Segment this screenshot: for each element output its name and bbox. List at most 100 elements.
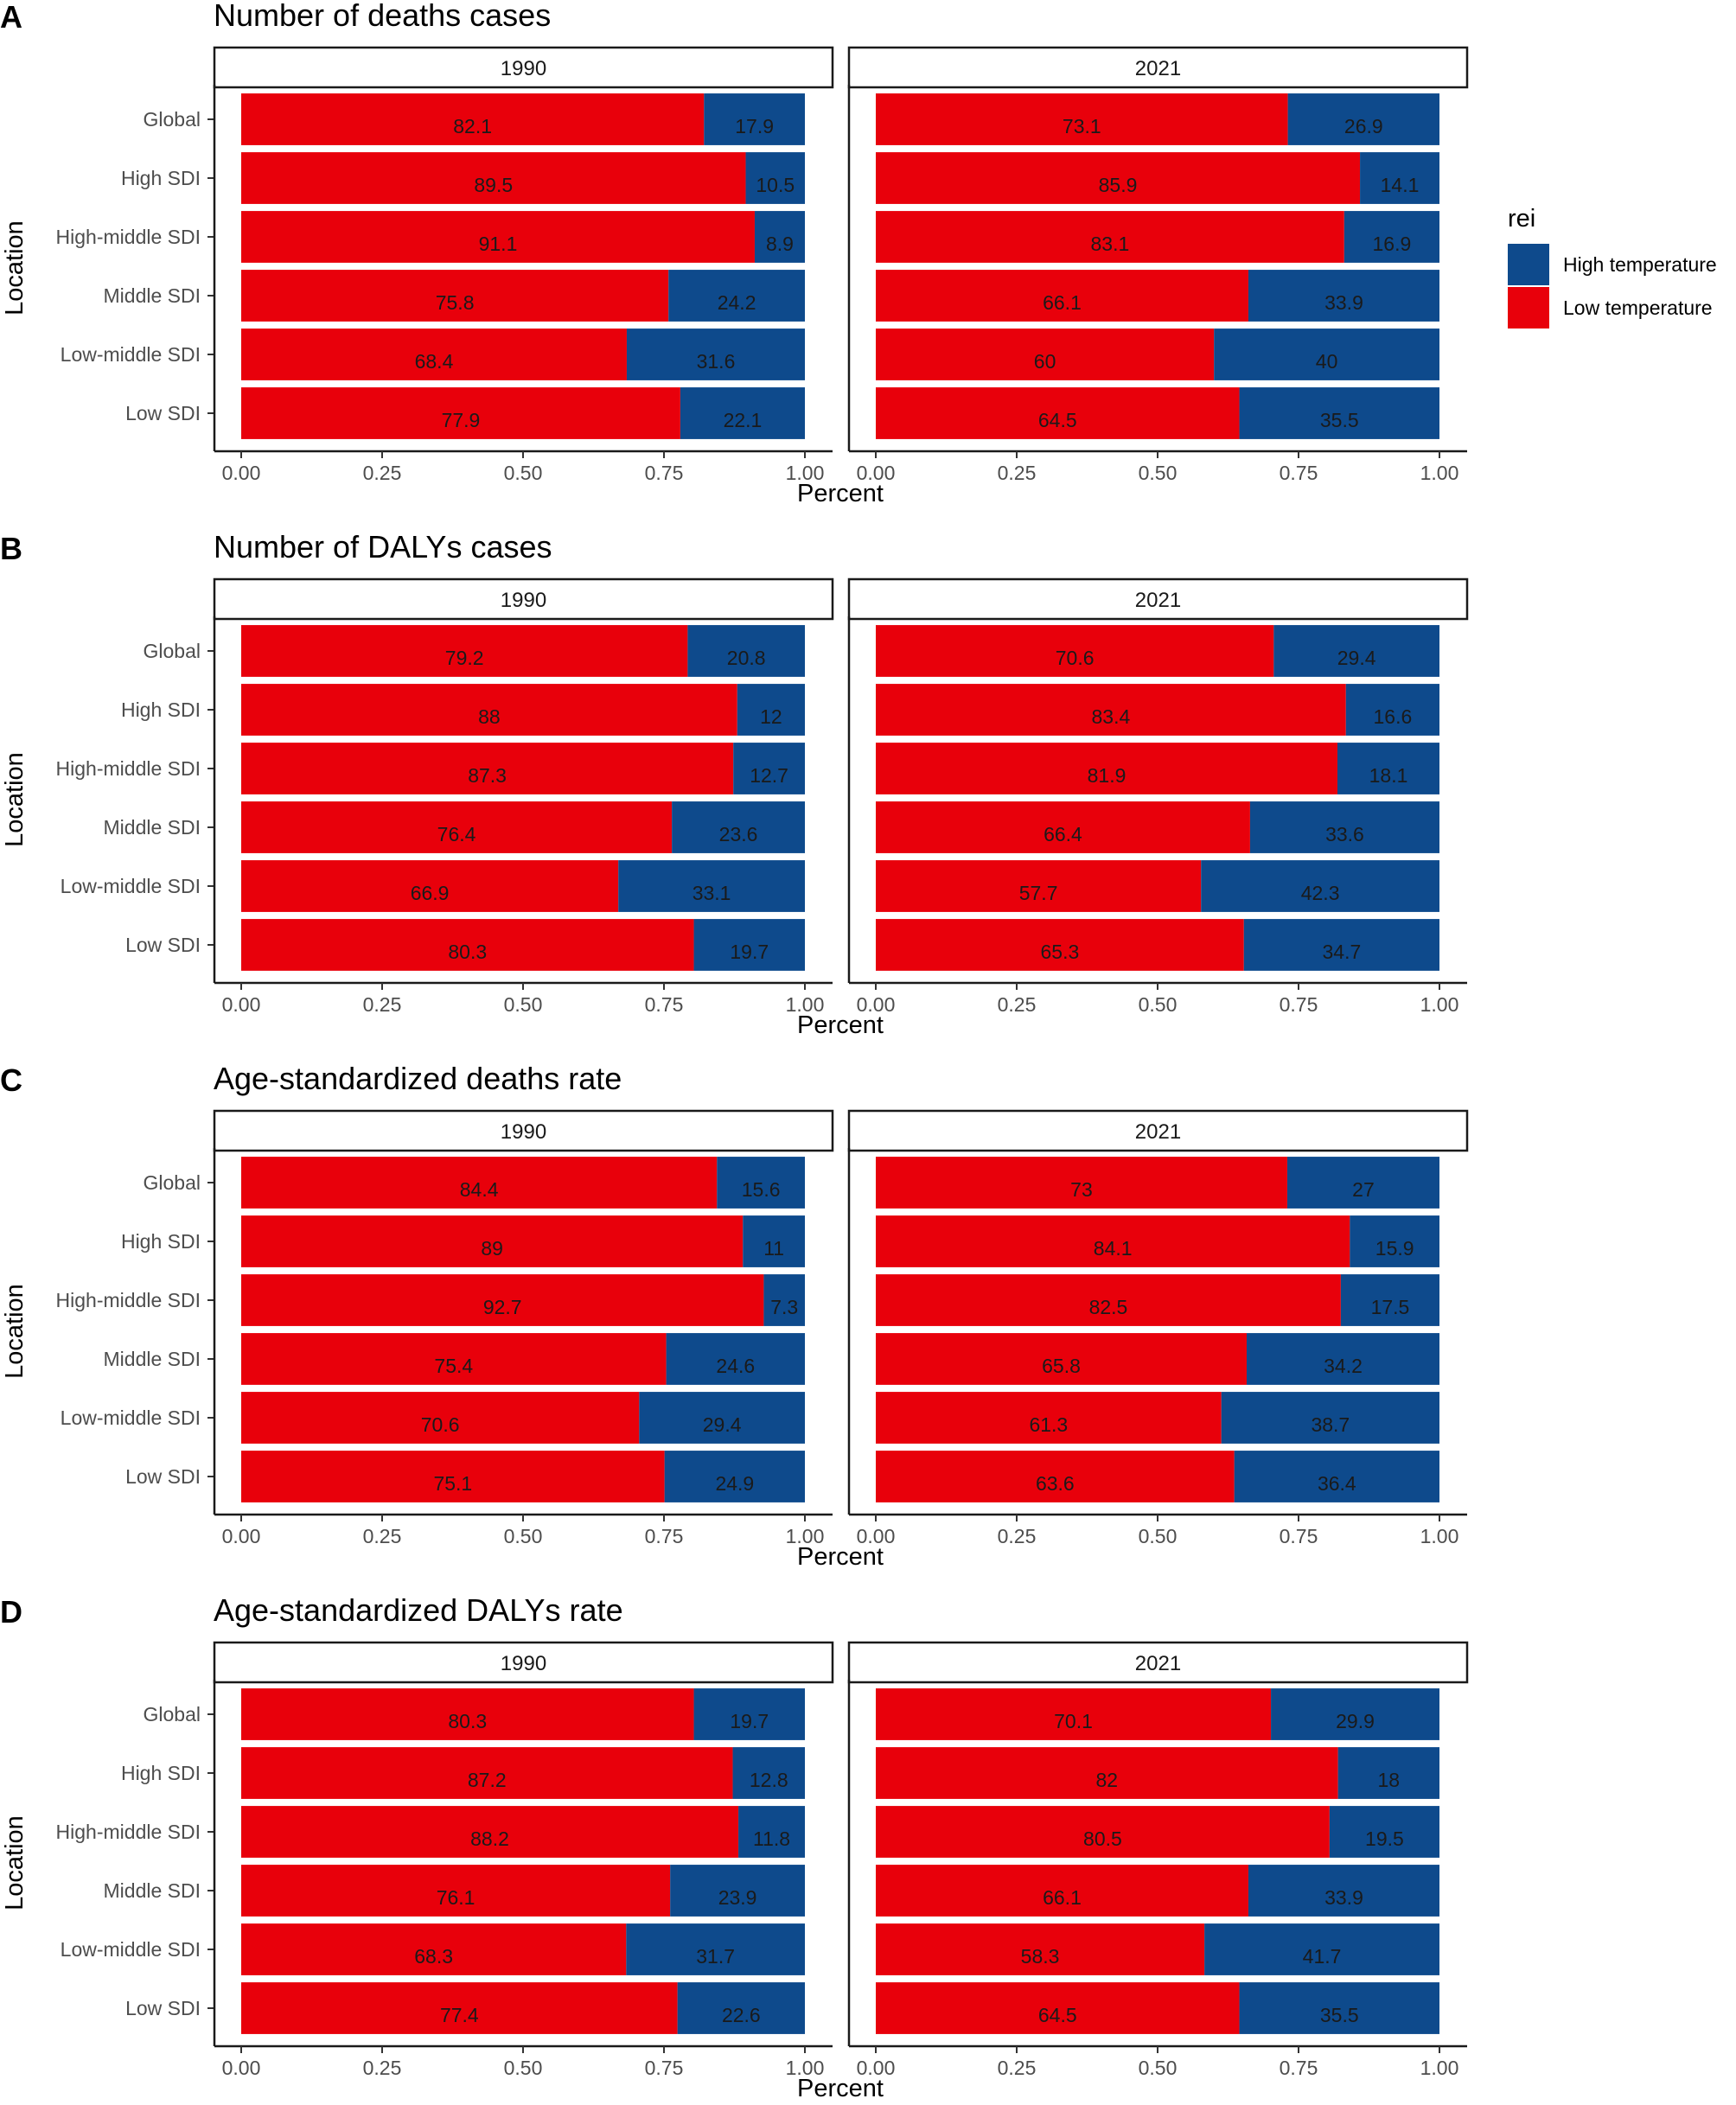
data-label-high-temperature: 18.1 [1369,764,1408,787]
bar-low-temperature-high-middle-sdi [241,1274,764,1326]
facet-strip-label: 1990 [501,1652,546,1675]
bar-low-temperature-high-sdi [241,684,737,736]
bar-high-temperature-global [1273,625,1439,677]
data-label-high-temperature: 26.9 [1344,115,1383,137]
panel-D: D Age-standardized DALYs rate Location Perc… [0,1592,1469,2102]
data-label-high-temperature: 17.5 [1371,1296,1410,1318]
data-label-high-temperature: 14.1 [1381,174,1420,196]
data-label-low-temperature: 75.8 [436,291,475,314]
y-axis-title: Location [1,220,29,316]
x-tick-label: 0.75 [645,2057,684,2079]
bar-high-temperature-low-middle-sdi [1201,860,1439,912]
bar-high-temperature-low-sdi [1239,1982,1439,2034]
facet-strip [213,1641,834,1684]
data-label-low-temperature: 82.5 [1089,1296,1128,1318]
bar-high-temperature-low-middle-sdi [626,329,805,380]
bar-low-temperature-low-middle-sdi [876,1923,1205,1975]
bar-low-temperature-low-sdi [876,387,1240,439]
x-tick-label: 0.50 [504,993,543,1016]
data-label-high-temperature: 20.8 [727,647,766,669]
facet-1990: 1990 0.00 0.25 0.50 0.75 1.00 84.4 15.6 89 11 92.7… [213,1109,834,1547]
bar-high-temperature-global [704,93,805,145]
data-label-low-temperature: 73.1 [1063,115,1101,137]
panel-C: C Age-standardized deaths rate Location Per… [0,1061,1469,1571]
data-label-high-temperature: 22.1 [724,409,763,431]
data-label-low-temperature: 61.3 [1029,1413,1068,1436]
data-label-low-temperature: 76.4 [437,823,476,845]
facet-1990: 1990 0.00 0.25 0.50 0.75 1.00 79.2 20.8 88 12 87.3… [213,577,834,1016]
y-axis-title: Location [1,752,29,847]
bar-high-temperature-low-sdi [693,919,805,971]
facet-strip [213,46,834,89]
data-label-high-temperature: 16.6 [1374,705,1413,728]
category-label-high-sdi: High SDI [121,698,201,721]
bar-high-temperature-high-sdi [1345,684,1439,736]
bar-high-temperature-middle-sdi [1248,1865,1439,1917]
bar-high-temperature-high-sdi [743,1215,805,1267]
bar-low-temperature-low-middle-sdi [241,860,619,912]
data-label-low-temperature: 77.4 [440,2004,479,2026]
data-label-low-temperature: 70.6 [1056,647,1095,669]
bar-high-temperature-low-middle-sdi [639,1392,805,1444]
bar-high-temperature-high-sdi [737,684,805,736]
bar-low-temperature-global [876,93,1288,145]
x-tick-label: 0.00 [857,1525,896,1547]
bar-low-temperature-high-middle-sdi [241,743,734,794]
bar-low-temperature-high-sdi [241,1747,733,1799]
x-tick-label: 0.75 [1280,462,1318,484]
bar-high-temperature-high-middle-sdi [738,1806,805,1858]
x-tick-label: 1.00 [1420,993,1459,1016]
x-tick-label: 1.00 [786,993,825,1016]
x-tick-label: 0.25 [363,1525,402,1547]
data-label-low-temperature: 80.5 [1083,1828,1122,1850]
x-tick-label: 0.50 [1139,1525,1178,1547]
bar-low-temperature-global [876,1157,1287,1209]
data-label-high-temperature: 29.4 [703,1413,742,1436]
x-tick-label: 0.50 [1139,2057,1178,2079]
bar-low-temperature-high-sdi [241,1215,744,1267]
x-tick-label: 0.75 [645,993,684,1016]
data-label-low-temperature: 60 [1034,350,1056,373]
data-label-high-temperature: 12.7 [750,764,788,787]
bar-low-temperature-global [241,93,705,145]
bar-high-temperature-middle-sdi [1247,1333,1439,1385]
bar-high-temperature-global [1271,1688,1439,1740]
data-label-low-temperature: 75.4 [434,1355,473,1377]
bar-low-temperature-global [241,625,688,677]
facet-strip-label: 2021 [1135,589,1181,612]
facet-strip [213,577,834,621]
bar-low-temperature-high-sdi [876,1747,1338,1799]
data-label-high-temperature: 41.7 [1303,1945,1342,1968]
data-label-high-temperature: 40 [1316,350,1338,373]
bar-low-temperature-middle-sdi [241,270,669,322]
bar-low-temperature-low-sdi [241,1982,678,2034]
data-label-low-temperature: 89 [481,1237,503,1260]
data-label-low-temperature: 70.1 [1054,1710,1093,1732]
panel-letter: C [0,1062,22,1098]
bar-high-temperature-high-middle-sdi [754,211,805,263]
bar-high-temperature-low-sdi [664,1451,805,1502]
legend: rei High temperature Low temperature [1508,205,1717,329]
category-label-middle-sdi: Middle SDI [104,1879,201,1902]
data-label-high-temperature: 35.5 [1320,409,1359,431]
data-label-high-temperature: 12 [760,705,782,728]
data-label-high-temperature: 18 [1378,1769,1401,1791]
legend-swatch-high-temperature [1508,244,1549,285]
bar-low-temperature-low-sdi [241,1451,665,1502]
facet-strip [847,577,1469,621]
x-tick-label: 0.25 [363,462,402,484]
category-label-low-middle-sdi: Low-middle SDI [61,1938,201,1961]
data-label-low-temperature: 87.2 [468,1769,507,1791]
bar-high-temperature-high-sdi [1360,152,1439,204]
bar-low-temperature-high-sdi [876,684,1346,736]
bar-high-temperature-high-middle-sdi [1337,743,1439,794]
x-tick-label: 0.25 [998,1525,1037,1547]
data-label-high-temperature: 19.5 [1365,1828,1404,1850]
bar-high-temperature-high-middle-sdi [1340,1274,1439,1326]
bar-high-temperature-middle-sdi [666,1333,805,1385]
data-label-low-temperature: 63.6 [1036,1472,1075,1495]
category-label-global: Global [144,1171,201,1194]
data-label-high-temperature: 10.5 [756,174,795,196]
bar-high-temperature-middle-sdi [1248,270,1439,322]
bar-high-temperature-high-sdi [1350,1215,1439,1267]
